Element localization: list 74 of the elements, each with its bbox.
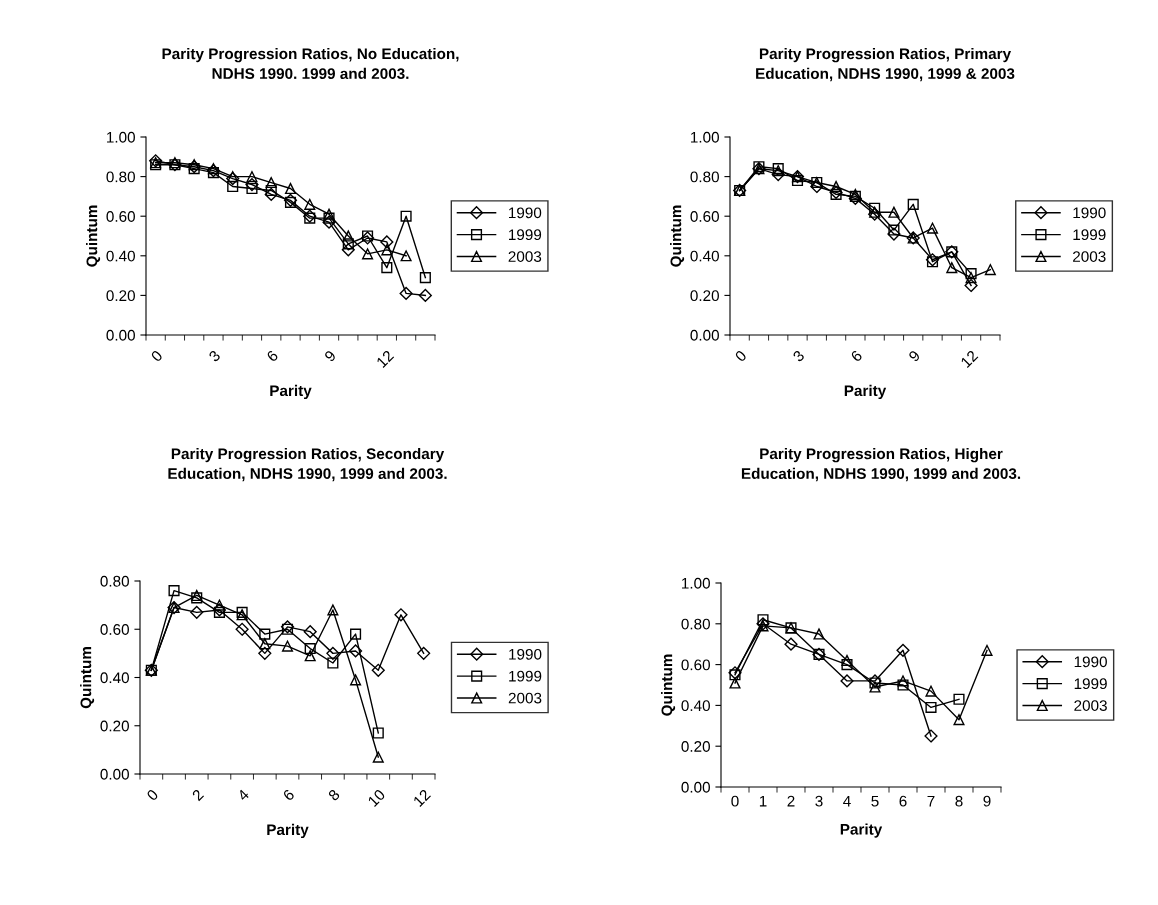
y-tick-label: 0.00	[106, 329, 135, 341]
y-tick-label: 0.20	[106, 290, 135, 302]
y-tick-label: 0.80	[106, 171, 135, 183]
x-tick-label: 8	[327, 788, 341, 802]
chart-title: Parity Progression Ratios, Secondary Education, NDHS 1990, 1999 and 2003.	[168, 447, 447, 482]
x-tick-label: 6	[282, 788, 295, 802]
x-tick-label: 4	[236, 788, 250, 802]
y-tick-label: 0.00	[690, 329, 719, 341]
y-tick-label: 1.00	[682, 577, 710, 589]
y-tick-label: 0.20	[100, 720, 129, 732]
legend-label: 1990	[509, 207, 542, 219]
x-tick-label: 2	[191, 788, 205, 802]
x-tick-label: 0	[146, 788, 159, 802]
y-tick-label: 0.00	[100, 768, 129, 780]
x-axis-title: Parity	[840, 823, 883, 838]
y-tick-label: 0.40	[106, 250, 135, 262]
legend-label: 2003	[508, 251, 542, 262]
x-axis-title: Parity	[270, 384, 312, 400]
x-tick-label: 12	[960, 349, 979, 368]
x-tick-label: 12	[412, 788, 431, 807]
y-tick-label: 0.40	[690, 250, 719, 262]
x-tick-label: 1	[759, 795, 767, 807]
y-tick-label: 0.60	[100, 624, 129, 635]
y-tick-label: 0.20	[690, 290, 719, 302]
y-tick-label: 0.40	[100, 672, 129, 684]
x-tick-label: 10	[367, 788, 386, 808]
y-axis-title: Quintum	[80, 647, 95, 709]
y-tick-label: 0.40	[681, 700, 710, 712]
x-tick-label: 6	[899, 795, 907, 807]
x-tick-label: 6	[850, 349, 863, 363]
legend-label: 1999	[1074, 678, 1107, 690]
legend-label: 2003	[1074, 700, 1107, 711]
x-tick-label: 3	[208, 349, 221, 363]
legend-label: 1999	[509, 670, 542, 682]
y-tick-label: 1.00	[107, 131, 135, 143]
x-tick-label: 5	[871, 795, 879, 807]
x-tick-label: 7	[927, 795, 935, 807]
y-tick-label: 0.80	[100, 575, 129, 587]
legend-label: 1990	[1074, 656, 1107, 668]
y-tick-label: 0.20	[681, 741, 710, 752]
legend-label: 2003	[1073, 251, 1106, 262]
x-tick-label: 9	[323, 349, 337, 363]
y-tick-label: 0.00	[681, 781, 710, 793]
y-tick-label: 0.60	[681, 659, 710, 671]
x-tick-label: 3	[792, 349, 805, 363]
chart-title: Parity Progression Ratios, Higher Education, NDHS 1990, 1999 and 2003.	[741, 447, 1021, 482]
y-tick-label: 0.60	[690, 211, 719, 222]
chart-title: Parity Progression Ratios, Primary Education, NDHS 1990, 1999 & 2003	[756, 47, 1015, 82]
x-tick-label: 0	[734, 349, 748, 363]
y-tick-label: 0.60	[106, 211, 135, 222]
x-tick-label: 9	[908, 349, 921, 363]
x-tick-label: 8	[955, 795, 963, 807]
y-axis-title: Quintum	[86, 205, 101, 267]
x-tick-label: 0	[731, 795, 739, 807]
legend-label: 1990	[509, 648, 542, 660]
legend-label: 2003	[508, 692, 542, 704]
x-tick-label: 6	[266, 349, 279, 363]
y-tick-label: 1.00	[691, 131, 719, 143]
legend-label: 1990	[1073, 207, 1106, 219]
x-tick-label: 4	[843, 795, 851, 807]
x-axis-title: Parity	[844, 384, 887, 400]
x-tick-label: 3	[815, 795, 823, 807]
x-tick-label: 9	[983, 795, 991, 807]
chart-title: Parity Progression Ratios, No Education, NDHS 1990. 1999 and 2003.	[162, 47, 459, 80]
y-axis-title: Quintum	[661, 654, 676, 716]
y-axis-title: Quintum	[670, 205, 685, 267]
x-tick-label: 2	[787, 795, 795, 807]
x-tick-label: 12	[375, 349, 395, 368]
y-tick-label: 0.80	[681, 618, 710, 630]
legend-label: 1999	[509, 229, 542, 241]
x-axis-title: Parity	[267, 823, 309, 839]
x-tick-label: 0	[150, 349, 164, 363]
legend-label: 1999	[1073, 229, 1106, 241]
y-tick-label: 0.80	[690, 171, 719, 183]
